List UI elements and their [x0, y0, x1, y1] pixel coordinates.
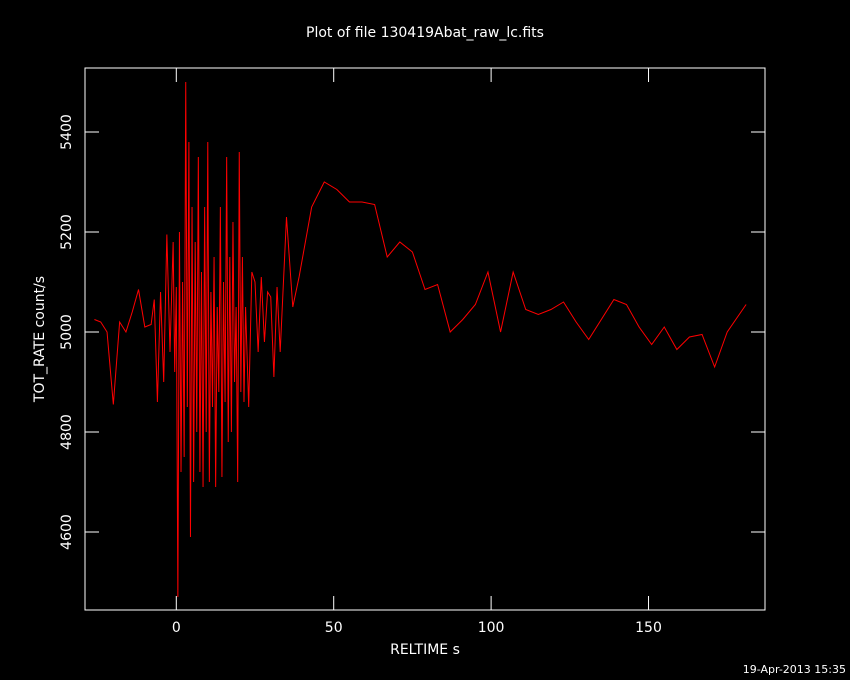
footer-timestamp: 19-Apr-2013 15:35: [743, 663, 846, 676]
y-tick-label: 4800: [59, 414, 75, 450]
plot-frame: [84, 67, 766, 611]
x-tick-label: 50: [325, 620, 343, 636]
x-tick-label: 0: [172, 620, 181, 636]
y-axis-label: TOT_RATE count/s: [32, 276, 48, 403]
x-tick-label: 150: [635, 620, 662, 636]
data-line: [94, 81, 747, 598]
x-tick-label: 100: [478, 620, 505, 636]
y-tick-label: 4600: [59, 514, 75, 550]
chart-title: Plot of file 130419Abat_raw_lc.fits: [306, 25, 544, 41]
y-tick-label: 5200: [59, 214, 75, 250]
x-axis-label: RELTIME s: [390, 642, 460, 658]
y-tick-label: 5000: [59, 314, 75, 350]
y-tick-label: 5400: [59, 114, 75, 150]
